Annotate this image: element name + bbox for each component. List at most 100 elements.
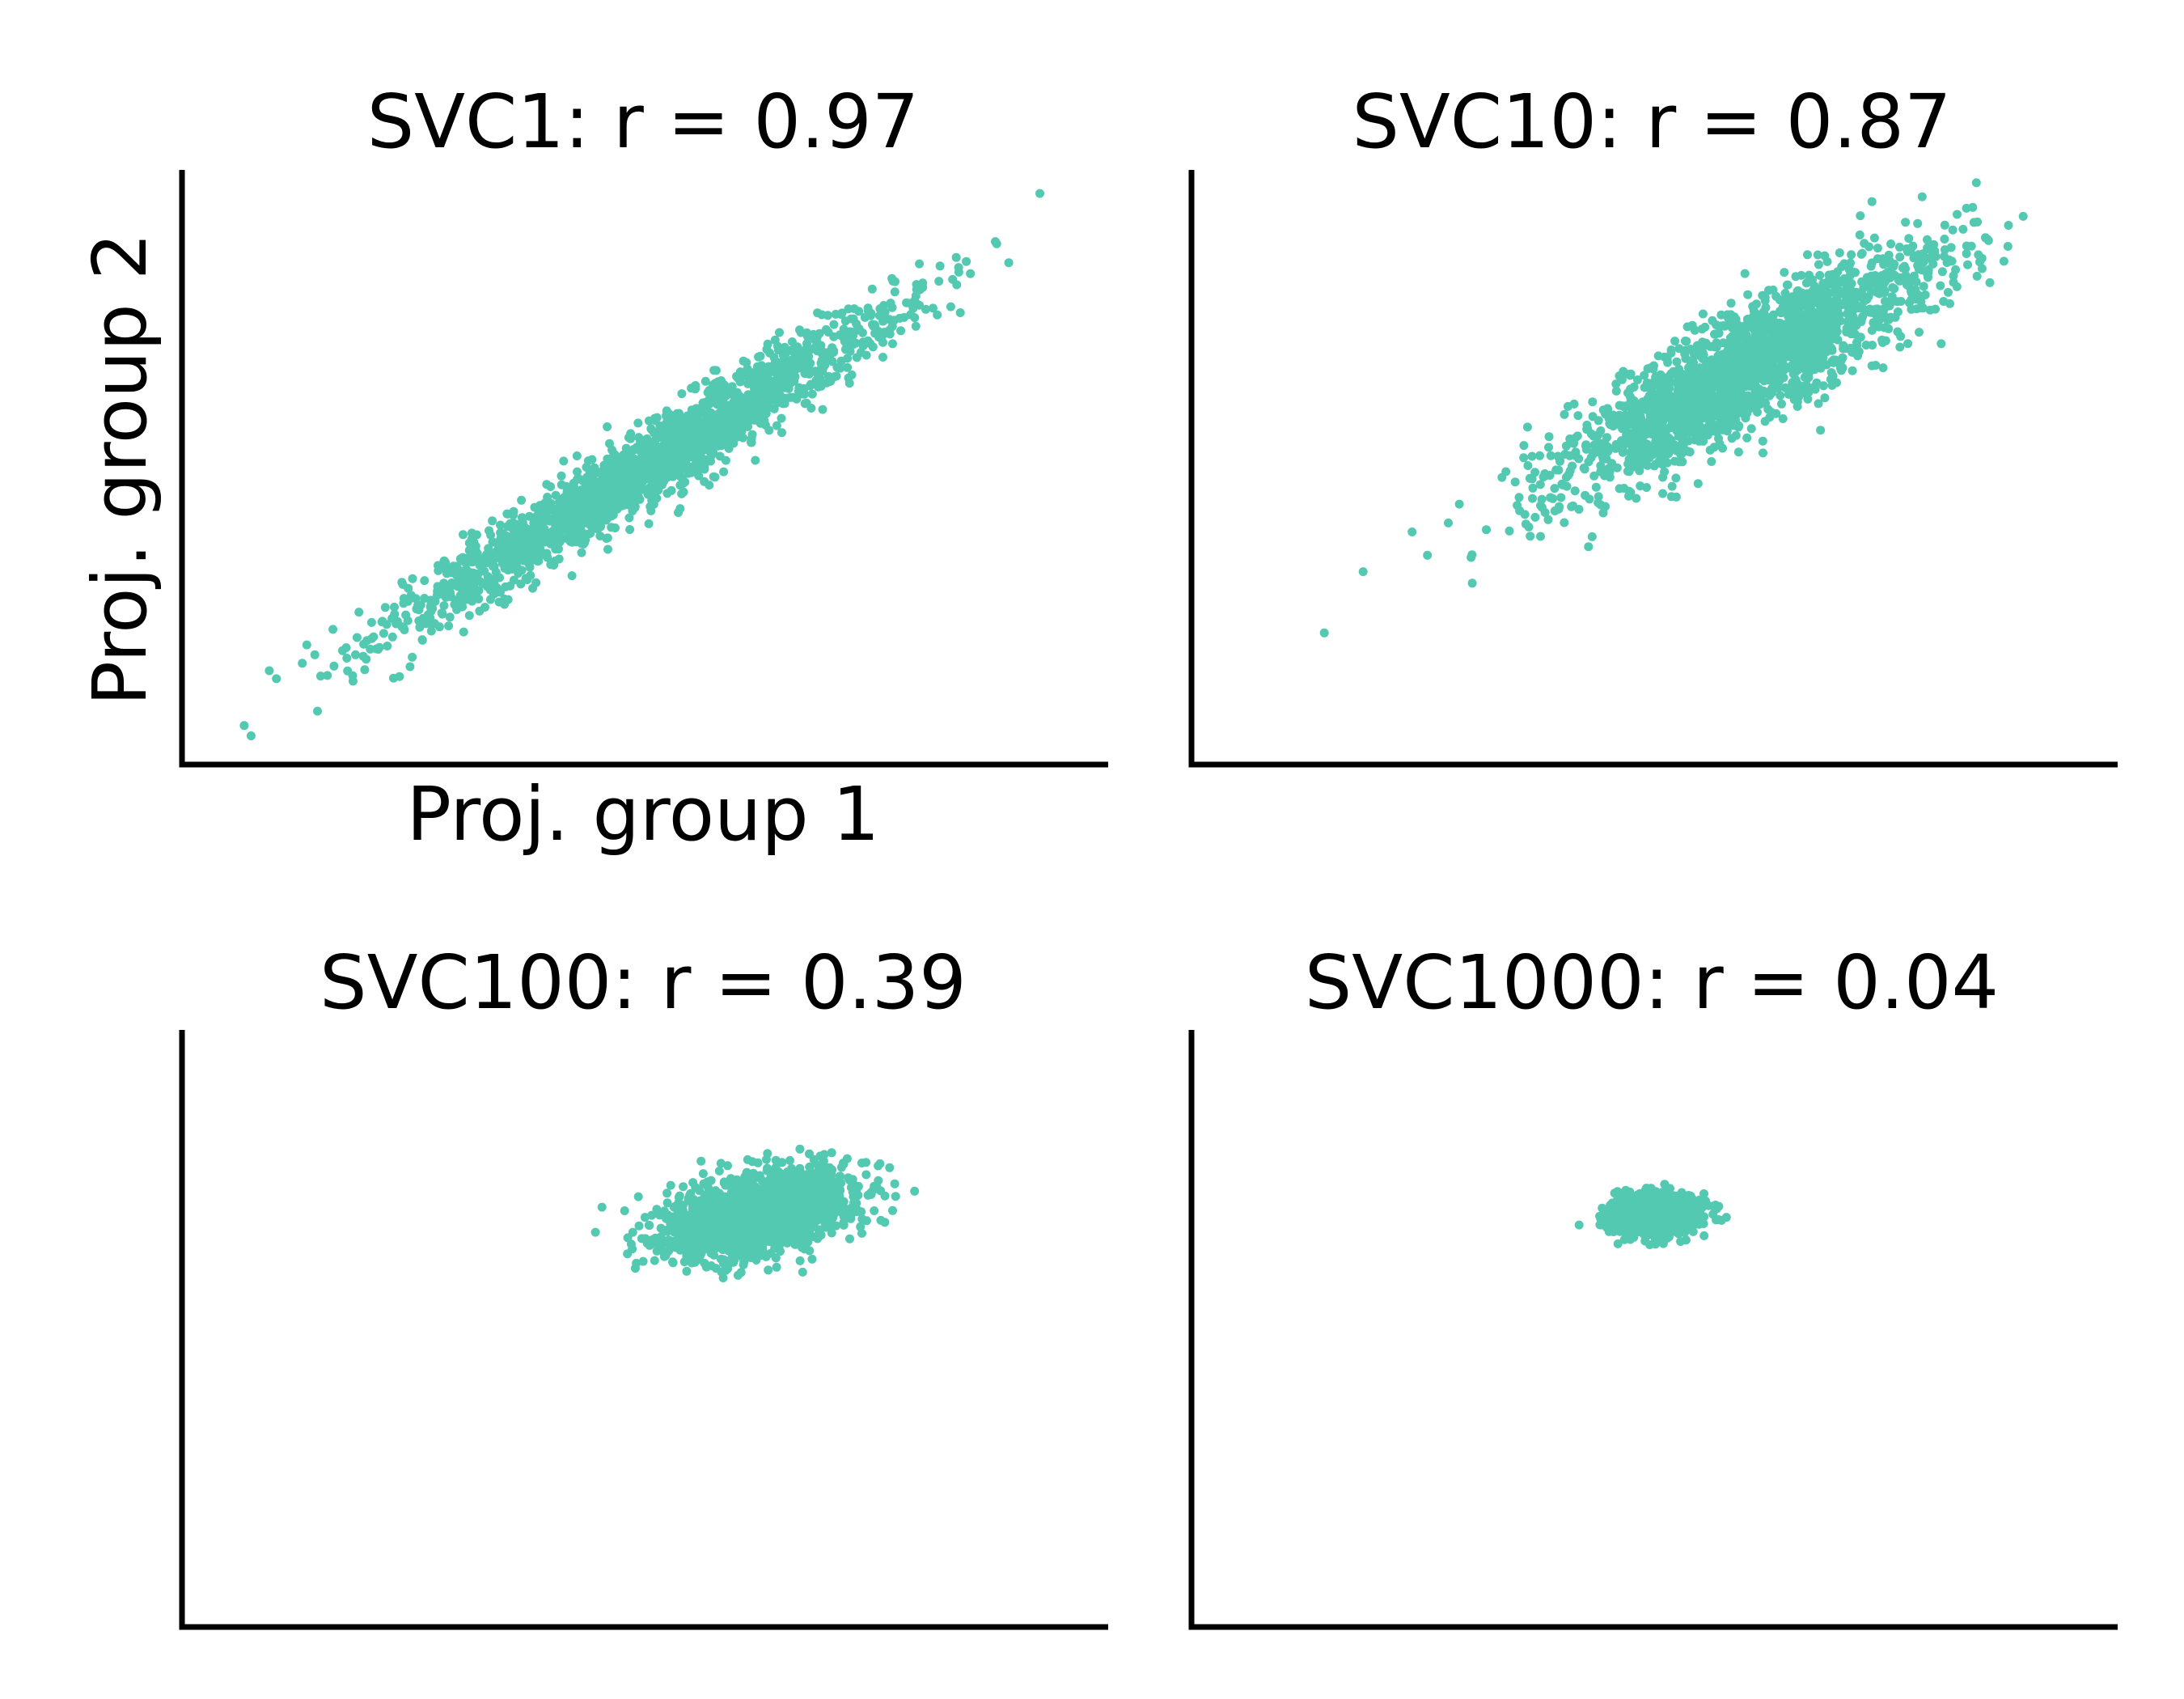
panel-svc10-point: [1711, 329, 1721, 339]
panel-svc1-point: [646, 465, 656, 475]
panel-svc1-point: [577, 548, 586, 557]
panel-svc10-point: [1672, 410, 1682, 420]
panel-svc10-point: [1510, 477, 1520, 487]
panel-svc1-point: [733, 391, 743, 400]
panel-svc1-point: [387, 632, 397, 642]
panel-svc10-point: [1519, 453, 1529, 463]
panel-svc1-ylabel: Proj. group 2: [77, 233, 163, 706]
panel-svc1-point: [570, 523, 580, 533]
panel-svc1-point: [633, 418, 643, 428]
panel-svc1-point: [488, 537, 497, 547]
panel-svc10-point: [1963, 260, 1972, 269]
panel-svc1-point: [717, 376, 726, 385]
panel-svc100-title: SVC100: r = 0.39: [320, 939, 967, 1026]
panel-svc1-point: [691, 411, 700, 421]
panel-svc1-point: [681, 436, 691, 446]
panel-svc1-point: [866, 308, 876, 318]
panel-svc1-point: [459, 627, 468, 637]
panel-svc1-point: [840, 334, 850, 344]
panel-svc10-point: [1940, 252, 1949, 261]
panel-svc10-point: [1582, 420, 1592, 430]
panel-svc1-point: [809, 329, 819, 339]
panel-svc1-point: [804, 362, 813, 372]
panel-svc10-point: [1767, 388, 1776, 398]
panel-svc1-point: [878, 353, 887, 362]
panel-svc1-point: [836, 356, 846, 366]
panel-svc1-point: [946, 302, 955, 311]
panel-svc10-point: [1952, 282, 1962, 291]
panel-svc1-point: [722, 391, 731, 400]
panel-svc1-point: [879, 301, 889, 310]
panel-svc10-point: [1543, 515, 1553, 524]
panel-svc1-point: [395, 672, 404, 681]
panel-svc10-point: [1752, 338, 1762, 347]
panel-svc10-point: [1838, 353, 1848, 362]
panel-svc1-point: [860, 338, 870, 348]
panel-svc10-point: [1868, 341, 1877, 350]
panel-svc10-point: [1737, 398, 1747, 408]
panel-svc10-point: [1747, 345, 1756, 355]
panel-svc10-point: [1716, 310, 1726, 320]
panel-svc1-point: [464, 611, 474, 621]
panel-svc10-point: [1869, 233, 1879, 243]
panel-svc1: SVC1: r = 0.97 Proj. group 2 Proj. group…: [77, 78, 1108, 858]
panel-svc1-point: [869, 321, 878, 331]
panel-svc10-point: [1835, 298, 1844, 307]
panel-svc1-point: [511, 554, 521, 564]
panel-svc10-point: [1983, 234, 1992, 244]
panel-svc1-point: [449, 579, 459, 589]
panel-svc10-point: [1777, 399, 1786, 409]
panel-svc1-point: [624, 513, 634, 523]
panel-svc1-point: [763, 386, 772, 396]
panel-svc10-point: [1872, 311, 1881, 320]
panel-svc10-point: [1915, 253, 1924, 263]
panel-svc1-point: [557, 471, 566, 481]
panel-svc1-point: [246, 731, 256, 740]
panel-svc1-point: [854, 307, 864, 316]
panel-svc1-point: [845, 346, 855, 356]
panel-svc1-point: [1035, 189, 1044, 198]
panel-svc1-point: [482, 582, 492, 591]
panel-svc10-point: [1904, 234, 1914, 244]
panel-svc1-point: [775, 328, 784, 337]
panel-svc1-point: [420, 576, 430, 586]
panel-svc1-point: [313, 706, 322, 716]
panel-svc10-point: [1689, 427, 1699, 437]
panel-svc10-point: [1598, 454, 1608, 464]
panel-svc10-point: [1670, 456, 1679, 466]
panel-svc10-point: [1924, 273, 1932, 282]
panel-svc10-point: [1632, 375, 1642, 384]
panel-svc10-point: [1528, 483, 1538, 493]
panel-svc10-point: [1886, 239, 1896, 248]
panel-svc1-point: [603, 422, 612, 431]
panel-svc1-point: [449, 561, 459, 571]
panel-svc10-point: [1581, 490, 1590, 500]
panel-svc1-xlabel: Proj. group 1: [407, 771, 880, 858]
panel-svc10-point: [1816, 363, 1826, 373]
panel-svc10-point: [1884, 315, 1894, 324]
panel-svc1-point: [657, 424, 667, 434]
panel-svc1-point: [817, 310, 827, 320]
panel-svc1-point: [694, 464, 704, 473]
panel-svc10-point: [1848, 344, 1856, 354]
panel-svc10-point: [1750, 376, 1760, 386]
panel-svc10-point: [1801, 278, 1811, 288]
panel-svc10-point: [1759, 310, 1768, 320]
panel-svc10-point: [1815, 270, 1825, 280]
panel-svc1-point: [777, 428, 786, 438]
panel-svc10-point: [1724, 395, 1733, 404]
panel-svc1-point: [310, 650, 320, 659]
panel-svc1-point: [829, 320, 839, 329]
panel-svc10-point: [1544, 443, 1553, 452]
panel-svc1-point: [428, 604, 438, 613]
panel-svc1-point: [383, 642, 392, 650]
panel-svc1-point: [415, 622, 425, 632]
panel-svc1-point: [380, 603, 390, 612]
panel-svc10-point: [1603, 405, 1613, 414]
panel-svc1-point: [565, 506, 575, 515]
panel-svc10-point: [1660, 467, 1670, 477]
panel-svc10-point: [1812, 352, 1822, 362]
panel-svc10-point: [1727, 434, 1737, 443]
panel-svc10-point: [1845, 305, 1855, 315]
panel-svc1-point: [352, 633, 362, 642]
